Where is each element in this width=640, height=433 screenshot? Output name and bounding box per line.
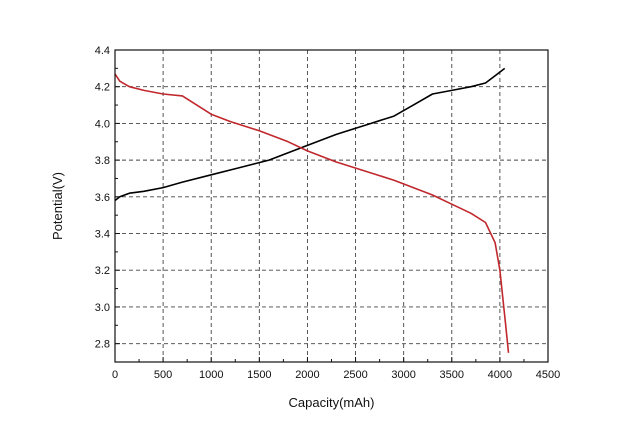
x-tick-label: 2500 [343,369,367,381]
x-tick-label: 1500 [247,369,271,381]
series-layer [114,67,510,353]
discharge-curve [114,73,510,353]
x-tick-label: 500 [154,369,172,381]
grid [115,50,548,362]
y-axis-label: Potential(V) [50,172,65,240]
x-tick-label: 2000 [295,369,319,381]
y-tick-label: 3.2 [95,265,110,277]
y-tick-label: 3.4 [95,229,110,241]
y-tick-label: 4.2 [95,82,110,94]
tick-labels: 0 500 1000 1500 2000 2500 3000 3500 4000 4500 2.8 3… [95,45,561,381]
y-tick-label: 3.0 [95,302,110,314]
y-tick-label: 4.0 [95,118,110,130]
y-tick-label: 3.6 [95,192,110,204]
x-axis-label: Capacity(mAh) [289,395,375,410]
x-tick-label: 0 [112,369,118,381]
x-tick-label: 4500 [536,369,560,381]
x-tick-label: 3000 [391,369,415,381]
y-tick-label: 4.4 [95,45,110,57]
ticks [114,49,549,362]
y-tick-label: 2.8 [95,339,110,351]
plot-frame [114,49,549,363]
x-tick-label: 1000 [199,369,223,381]
y-tick-label: 3.8 [95,155,110,167]
x-tick-label: 4000 [488,369,512,381]
x-tick-label: 3500 [440,369,464,381]
charge-curve [114,67,506,202]
